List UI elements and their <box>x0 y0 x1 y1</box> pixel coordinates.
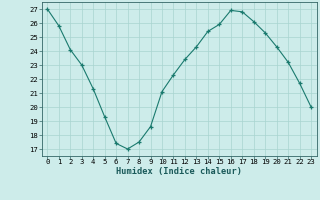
X-axis label: Humidex (Indice chaleur): Humidex (Indice chaleur) <box>116 167 242 176</box>
